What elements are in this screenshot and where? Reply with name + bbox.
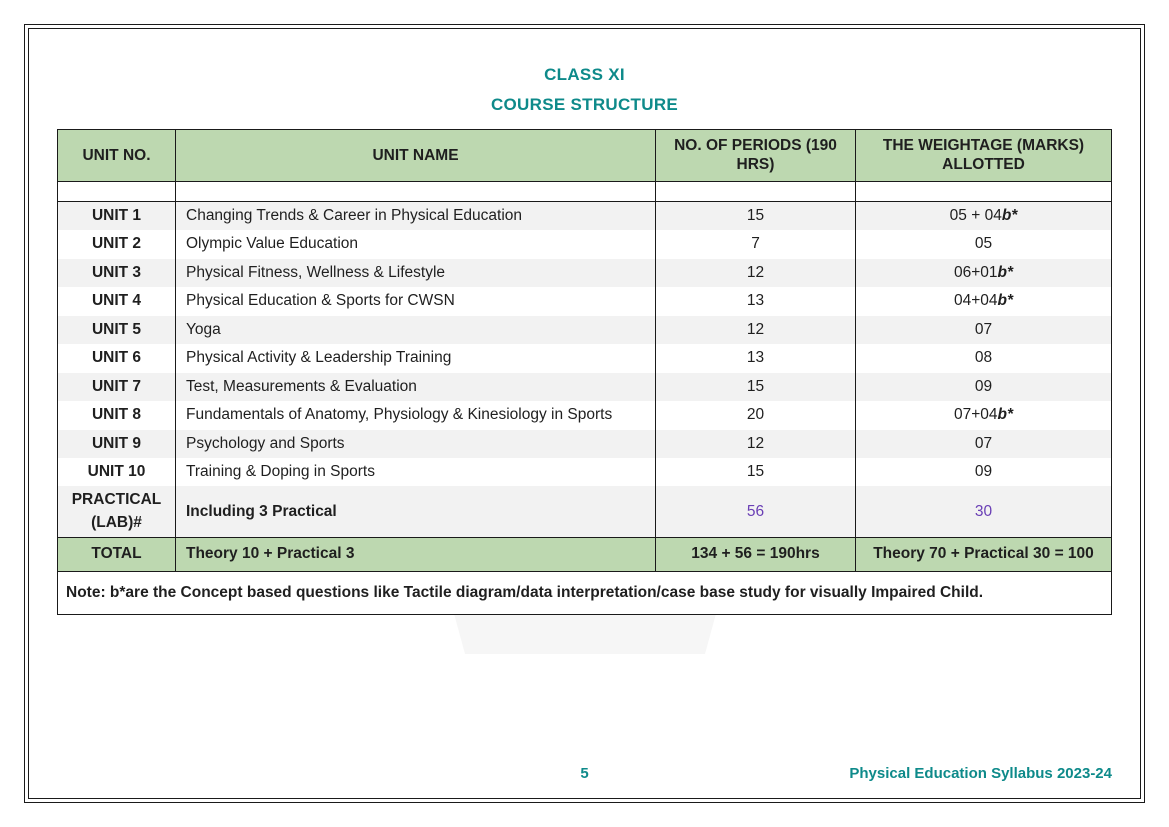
cell-unit-name: Fundamentals of Anatomy, Physiology & Ki… xyxy=(176,401,656,429)
table-row: UNIT 10Training & Doping in Sports1509 xyxy=(58,458,1112,486)
cell-periods: 12 xyxy=(656,316,856,344)
cell-weightage: 04+04b* xyxy=(856,287,1112,315)
cell-periods: 15 xyxy=(656,458,856,486)
cell-unit-no: UNIT 2 xyxy=(58,230,176,258)
heading-course-structure: COURSE STRUCTURE xyxy=(57,95,1112,115)
cell-weightage: 09 xyxy=(856,458,1112,486)
col-header-weightage: THE WEIGHTAGE (MARKS) ALLOTTED xyxy=(856,130,1112,182)
heading-class: CLASS XI xyxy=(57,65,1112,85)
cell-total-label: TOTAL xyxy=(58,538,176,571)
cell-unit-no: UNIT 8 xyxy=(58,401,176,429)
cell-unit-no: PRACTICAL (LAB)# xyxy=(58,486,176,537)
table-row: UNIT 2Olympic Value Education705 xyxy=(58,230,1112,258)
cell-unit-no: UNIT 5 xyxy=(58,316,176,344)
note-text: Note: b*are the Concept based questions … xyxy=(58,571,1112,614)
cell-unit-name: Including 3 Practical xyxy=(176,486,656,537)
cell-unit-name: Physical Activity & Leadership Training xyxy=(176,344,656,372)
table-row: UNIT 4Physical Education & Sports for CW… xyxy=(58,287,1112,315)
cell-periods: 56 xyxy=(656,486,856,537)
table-row: UNIT 1Changing Trends & Career in Physic… xyxy=(58,201,1112,230)
cell-weightage: 07 xyxy=(856,430,1112,458)
cell-unit-no: UNIT 4 xyxy=(58,287,176,315)
cell-weightage: 30 xyxy=(856,486,1112,537)
cell-periods: 13 xyxy=(656,287,856,315)
cell-weightage: 07 xyxy=(856,316,1112,344)
table-row-total: TOTALTheory 10 + Practical 3134 + 56 = 1… xyxy=(58,538,1112,571)
cell-periods: 13 xyxy=(656,344,856,372)
cell-unit-no: UNIT 10 xyxy=(58,458,176,486)
cell-unit-no: UNIT 9 xyxy=(58,430,176,458)
inner-border: CLASS XI COURSE STRUCTURE UNIT NO. UNIT … xyxy=(28,28,1141,799)
col-header-unit-name: UNIT NAME xyxy=(176,130,656,182)
table-spacer-row xyxy=(58,181,1112,201)
table-row: UNIT 6Physical Activity & Leadership Tra… xyxy=(58,344,1112,372)
table-row: UNIT 5Yoga1207 xyxy=(58,316,1112,344)
cell-weightage: 07+04b* xyxy=(856,401,1112,429)
cell-unit-no: UNIT 1 xyxy=(58,201,176,230)
cell-periods: 12 xyxy=(656,259,856,287)
table-header-row: UNIT NO. UNIT NAME NO. OF PERIODS (190 H… xyxy=(58,130,1112,182)
document-content: CLASS XI COURSE STRUCTURE UNIT NO. UNIT … xyxy=(57,65,1112,615)
cell-total-name: Theory 10 + Practical 3 xyxy=(176,538,656,571)
cell-total-weightage: Theory 70 + Practical 30 = 100 xyxy=(856,538,1112,571)
table-row: UNIT 8Fundamentals of Anatomy, Physiolog… xyxy=(58,401,1112,429)
cell-periods: 20 xyxy=(656,401,856,429)
cell-unit-no: UNIT 3 xyxy=(58,259,176,287)
cell-weightage: 08 xyxy=(856,344,1112,372)
cell-unit-name: Test, Measurements & Evaluation xyxy=(176,373,656,401)
cell-unit-no: UNIT 7 xyxy=(58,373,176,401)
cell-unit-name: Physical Fitness, Wellness & Lifestyle xyxy=(176,259,656,287)
cell-unit-no: UNIT 6 xyxy=(58,344,176,372)
cell-unit-name: Yoga xyxy=(176,316,656,344)
cell-weightage: 05 + 04b* xyxy=(856,201,1112,230)
cell-periods: 12 xyxy=(656,430,856,458)
cell-weightage: 09 xyxy=(856,373,1112,401)
footer-syllabus-label: Physical Education Syllabus 2023-24 xyxy=(849,765,1112,782)
col-header-unit-no: UNIT NO. xyxy=(58,130,176,182)
cell-weightage: 06+01b* xyxy=(856,259,1112,287)
col-header-periods: NO. OF PERIODS (190 HRS) xyxy=(656,130,856,182)
cell-unit-name: Olympic Value Education xyxy=(176,230,656,258)
cell-total-periods: 134 + 56 = 190hrs xyxy=(656,538,856,571)
cell-unit-name: Changing Trends & Career in Physical Edu… xyxy=(176,201,656,230)
table-row: UNIT 7Test, Measurements & Evaluation150… xyxy=(58,373,1112,401)
table-row: UNIT 9Psychology and Sports1207 xyxy=(58,430,1112,458)
cell-periods: 15 xyxy=(656,201,856,230)
cell-periods: 7 xyxy=(656,230,856,258)
page-number: 5 xyxy=(580,765,588,782)
table-row: UNIT 3Physical Fitness, Wellness & Lifes… xyxy=(58,259,1112,287)
table-row-practical: PRACTICAL (LAB)#Including 3 Practical563… xyxy=(58,486,1112,537)
cell-unit-name: Psychology and Sports xyxy=(176,430,656,458)
outer-border: CLASS XI COURSE STRUCTURE UNIT NO. UNIT … xyxy=(24,24,1145,803)
cell-periods: 15 xyxy=(656,373,856,401)
cell-unit-name: Physical Education & Sports for CWSN xyxy=(176,287,656,315)
cell-weightage: 05 xyxy=(856,230,1112,258)
course-structure-table: UNIT NO. UNIT NAME NO. OF PERIODS (190 H… xyxy=(57,129,1112,615)
cell-unit-name: Training & Doping in Sports xyxy=(176,458,656,486)
page-footer: 5 Physical Education Syllabus 2023-24 xyxy=(57,765,1112,782)
table-row-note: Note: b*are the Concept based questions … xyxy=(58,571,1112,614)
